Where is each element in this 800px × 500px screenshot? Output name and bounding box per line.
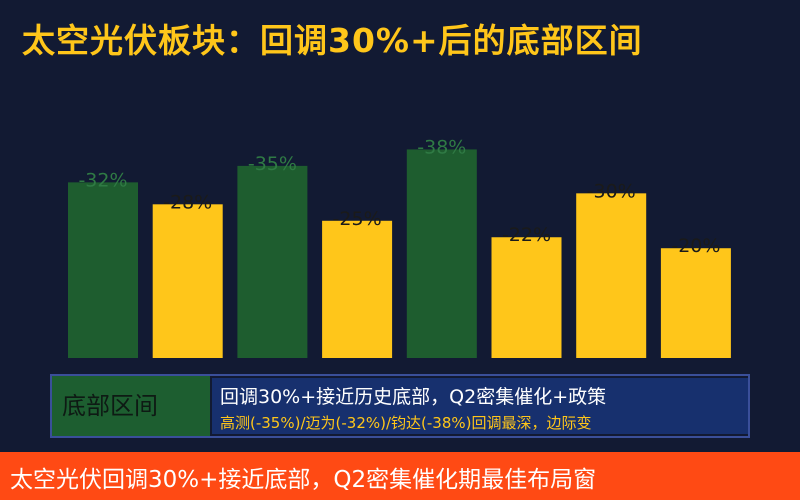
- bottom-panel: 底部区间 回调30%+接近历史底部，Q2密集催化+政策 高测(-35%)/迈为(…: [50, 374, 750, 438]
- bar-3: [237, 165, 308, 358]
- bar-1: [68, 182, 138, 358]
- bar-5: [406, 149, 477, 358]
- panel-line-2: 高测(-35%)/迈为(-32%)/钧达(-38%)回调最深，边际变: [220, 414, 592, 432]
- footer-text: 太空光伏回调30%+接近底部，Q2密集催化期最佳布局窗: [10, 467, 597, 493]
- panel-label: 底部区间: [52, 376, 210, 436]
- bar-value-label-6: -22%: [502, 224, 551, 246]
- bar-value-label-5: -38%: [417, 136, 466, 158]
- bar-4: [322, 220, 393, 358]
- bar-chart: -32% -28% -35% -25% -38% -22% -30% -20%: [68, 136, 731, 358]
- bar-7: [576, 193, 647, 358]
- bar-value-label-7: -30%: [587, 180, 636, 202]
- bar-6: [491, 237, 562, 358]
- panel-main: 回调30%+接近历史底部，Q2密集催化+政策 高测(-35%)/迈为(-32%)…: [212, 378, 748, 434]
- panel-line-1: 回调30%+接近历史底部，Q2密集催化+政策: [220, 386, 607, 408]
- bar-8: [660, 248, 731, 358]
- bar-value-label-1: -32%: [78, 169, 127, 191]
- bar-value-label-3: -35%: [248, 153, 297, 175]
- page-title: 太空光伏板块：回调30%+后的底部区间: [22, 21, 643, 60]
- bar-value-label-2: -28%: [163, 191, 212, 213]
- title-bar: 太空光伏板块：回调30%+后的底部区间: [0, 0, 800, 76]
- bar-2: [152, 204, 223, 358]
- bar-value-label-4: -25%: [333, 208, 382, 230]
- footer-banner: 太空光伏回调30%+接近底部，Q2密集催化期最佳布局窗: [0, 452, 800, 500]
- bar-value-label-8: -20%: [671, 235, 720, 257]
